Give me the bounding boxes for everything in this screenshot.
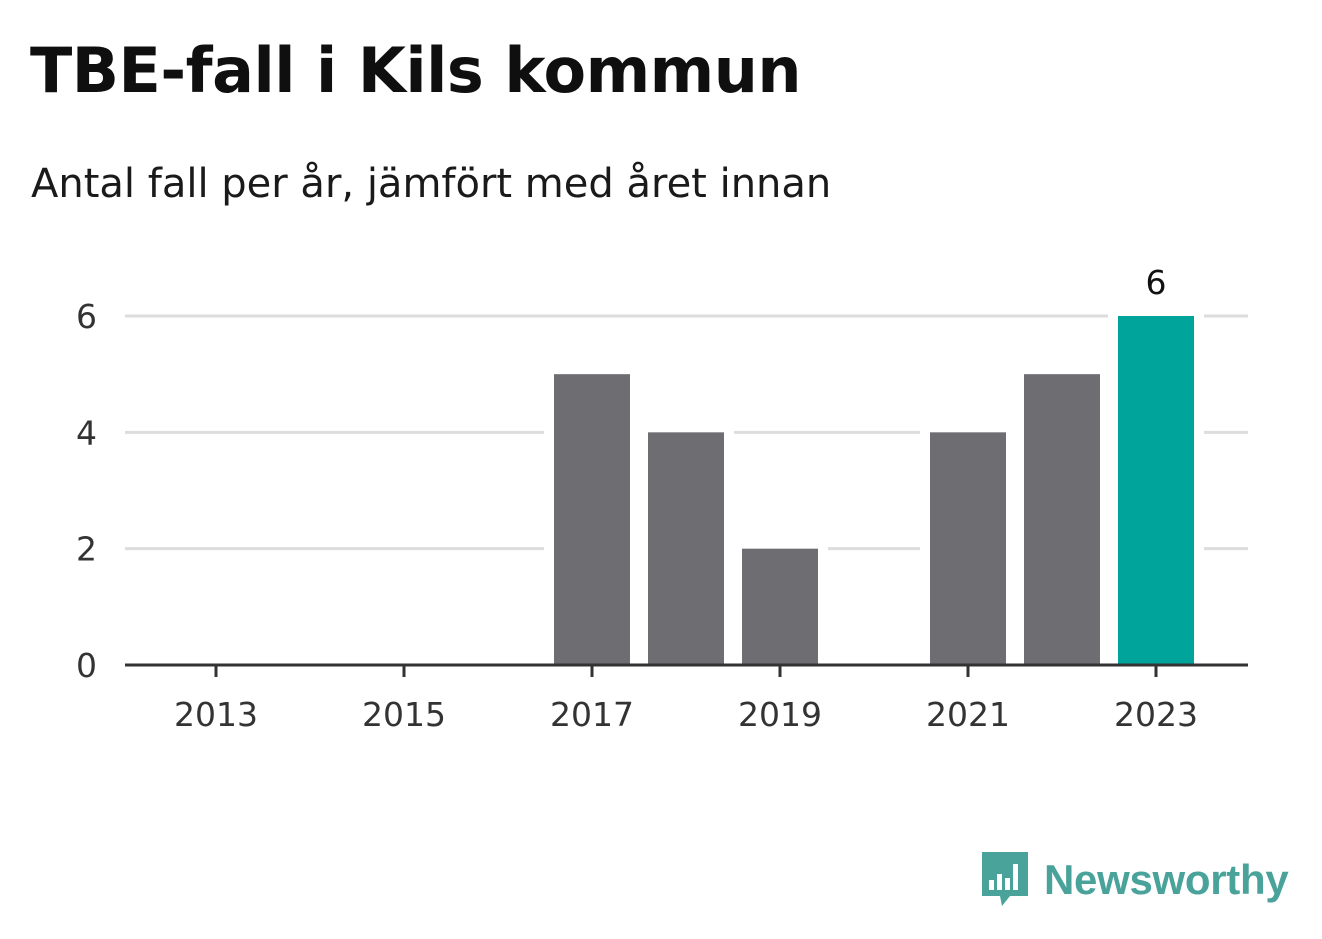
y-tick-label-6: 6 — [76, 297, 97, 336]
x-tick-label-2017: 2017 — [550, 695, 634, 734]
brand-name: Newsworthy — [1044, 856, 1289, 903]
bar-2022 — [1024, 374, 1100, 665]
x-tick-label-2015: 2015 — [362, 695, 446, 734]
x-tick-label-2021: 2021 — [926, 695, 1010, 734]
data-label-2023: 6 — [1146, 263, 1167, 302]
brand-logo: Newsworthy — [980, 850, 1289, 910]
chart-subtitle: Antal fall per år, jämfört med året inna… — [31, 161, 832, 207]
chart-title: TBE-fall i Kils kommun — [30, 34, 802, 107]
bar-2019 — [742, 548, 818, 665]
y-tick-label-0: 0 — [76, 646, 97, 685]
y-tick-label-2: 2 — [76, 530, 97, 569]
x-tick-label-2019: 2019 — [738, 695, 822, 734]
newsworthy-logo-icon — [982, 852, 1028, 906]
x-tick-label-2023: 2023 — [1114, 695, 1198, 734]
bar-2021 — [930, 432, 1006, 665]
bar-2023 — [1118, 316, 1194, 665]
x-tick-label-2013: 2013 — [174, 695, 258, 734]
y-tick-label-4: 4 — [76, 413, 97, 452]
bar-2017 — [554, 374, 630, 665]
bar-2018 — [648, 432, 724, 665]
